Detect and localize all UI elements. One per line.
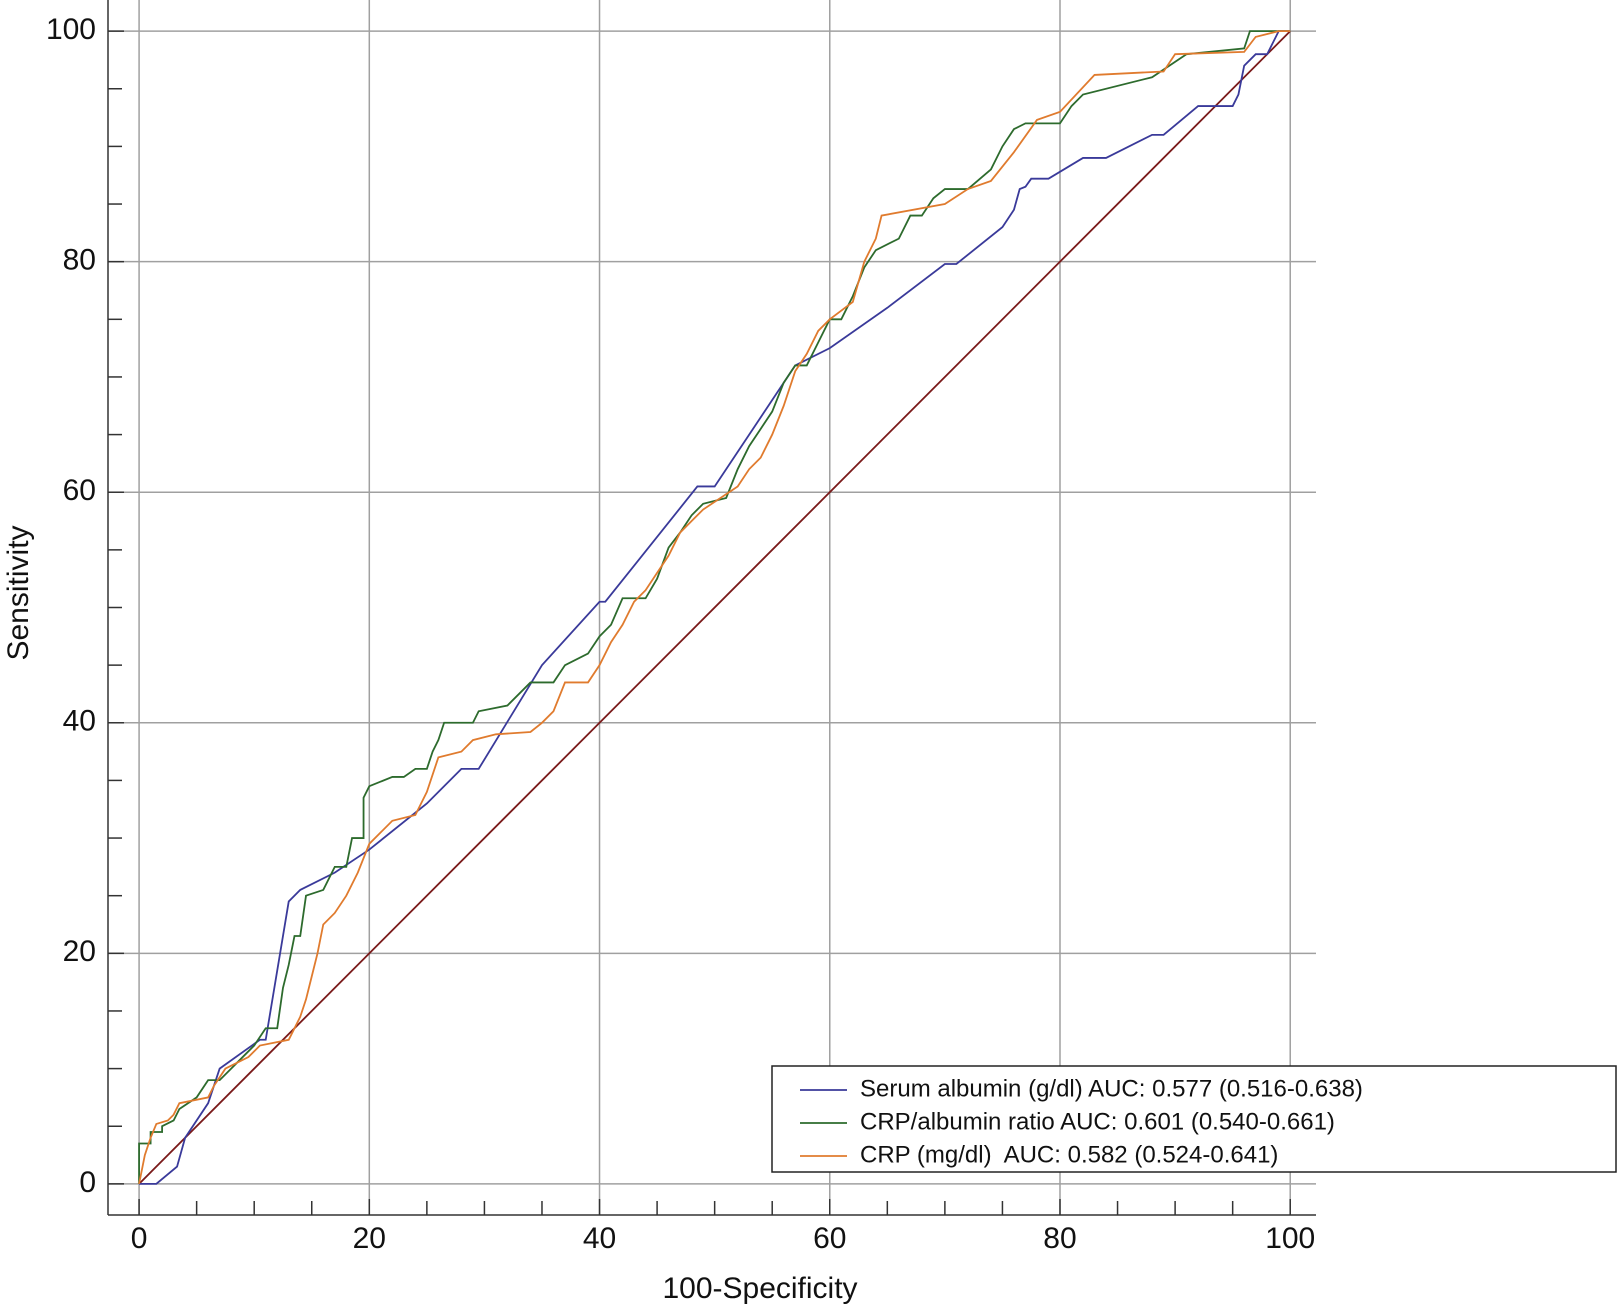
roc-curve	[138, 30, 1291, 1184]
y-tick-label: 20	[63, 935, 96, 968]
x-tick-label: 100	[1265, 1222, 1315, 1255]
x-tick-label: 40	[583, 1222, 616, 1255]
legend-box	[771, 1065, 1617, 1173]
x-axis-title: 100-Specificity	[662, 1272, 857, 1305]
y-tick-label: 60	[63, 474, 96, 507]
legend-label: Serum albumin (g/dl) AUC: 0.577 (0.516-0…	[860, 1075, 1363, 1102]
y-tick-label: 0	[79, 1166, 96, 1199]
y-tick-label: 80	[63, 244, 96, 277]
x-tick-label: 80	[1043, 1222, 1076, 1255]
x-tick-label: 60	[813, 1222, 846, 1255]
reference-line	[138, 30, 1291, 1185]
y-tick-label: 40	[63, 705, 96, 738]
legend-label: CRP/albumin ratio AUC: 0.601 (0.540-0.66…	[860, 1108, 1335, 1135]
x-tick-label: 20	[353, 1222, 386, 1255]
roc-curve	[138, 30, 1291, 1185]
legend-label: CRP (mg/dl) AUC: 0.582 (0.524-0.641)	[860, 1141, 1278, 1168]
y-axis-title: Sensitivity	[2, 525, 35, 660]
y-tick-label: 100	[46, 13, 96, 46]
x-tick-label: 0	[131, 1222, 148, 1255]
roc-curve	[139, 30, 1291, 1185]
